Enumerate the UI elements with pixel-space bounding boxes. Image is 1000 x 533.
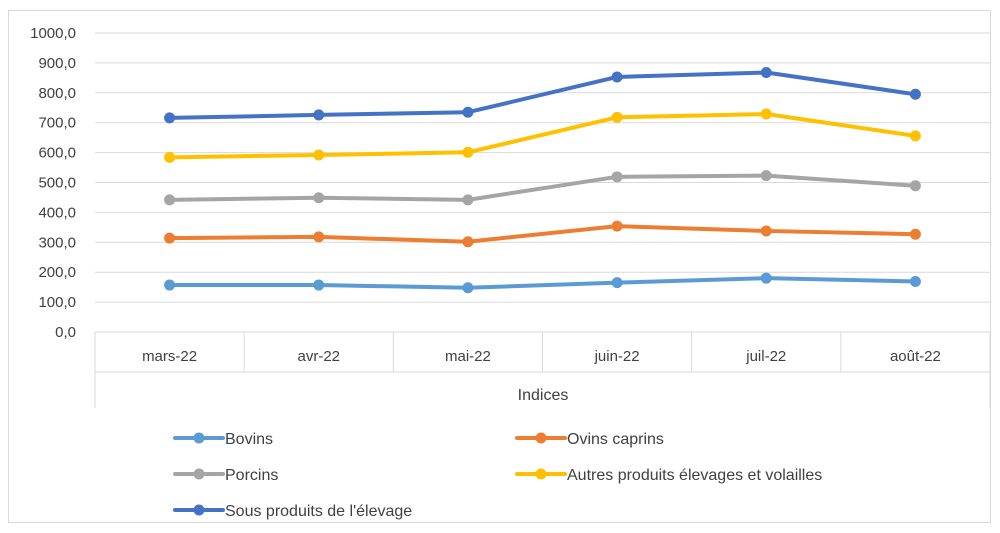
series-1 <box>164 220 921 248</box>
y-tick-label: 100,0 <box>38 294 76 311</box>
data-point <box>164 112 176 124</box>
series-line <box>167 173 918 202</box>
data-point <box>164 232 176 244</box>
legend-label: Porcins <box>225 467 278 484</box>
y-axis: 0,0 100,0 200,0 300,0 400,0 500,0 600,0 700,0 80… <box>30 25 76 341</box>
data-point <box>909 180 921 192</box>
data-point <box>611 277 623 289</box>
series-2 <box>164 170 921 206</box>
x-tick-label: juin-22 <box>594 348 640 365</box>
data-point <box>313 109 325 121</box>
legend-item: Ovins caprins <box>515 431 664 448</box>
x-axis-title: Indices <box>518 387 569 404</box>
data-point <box>611 71 623 83</box>
y-tick-label: 900,0 <box>38 55 76 72</box>
y-tick-label: 600,0 <box>38 145 76 162</box>
y-tick-label: 800,0 <box>38 85 76 102</box>
data-point <box>909 130 921 142</box>
x-tick-label: mai-22 <box>445 348 491 365</box>
y-tick-label: 700,0 <box>38 115 76 132</box>
series-4 <box>164 66 921 124</box>
y-tick-label: 400,0 <box>38 204 76 221</box>
data-point <box>760 225 772 237</box>
legend-item: Autres produits élevages et volailles <box>515 467 822 484</box>
data-point <box>313 192 325 204</box>
y-tick-label: 0,0 <box>55 324 76 341</box>
data-point <box>760 66 772 78</box>
legend-marker <box>535 432 547 444</box>
data-point <box>313 149 325 161</box>
data-point <box>909 228 921 240</box>
legend-marker <box>193 468 205 480</box>
legend-label: Autres produits élevages et volailles <box>567 467 822 484</box>
data-point <box>164 194 176 206</box>
x-tick-label: août-22 <box>890 348 941 365</box>
series-lines <box>164 66 921 294</box>
legend-item: Porcins <box>173 467 278 484</box>
series-line <box>167 224 918 244</box>
x-tick-label: juil-22 <box>745 348 786 365</box>
data-point <box>611 111 623 123</box>
series-line <box>167 112 918 160</box>
y-tick-label: 200,0 <box>38 264 76 281</box>
data-point <box>164 151 176 163</box>
data-point <box>760 170 772 182</box>
legend-item: Bovins <box>173 431 273 448</box>
series-3 <box>164 108 921 163</box>
series-line <box>167 70 918 120</box>
y-tick-label: 1000,0 <box>30 25 76 42</box>
legend-marker <box>193 432 205 444</box>
data-point <box>313 279 325 291</box>
data-point <box>760 272 772 284</box>
data-point <box>909 88 921 100</box>
data-point <box>611 220 623 232</box>
legend-item: Sous produits de l'élevage <box>173 503 412 520</box>
data-point <box>462 194 474 206</box>
data-point <box>313 231 325 243</box>
series-line <box>167 276 918 290</box>
series-0 <box>164 272 921 294</box>
data-point <box>462 106 474 118</box>
x-tick-label: avr-22 <box>297 348 340 365</box>
y-tick-label: 300,0 <box>38 234 76 251</box>
legend-label: Sous produits de l'élevage <box>225 503 412 520</box>
chart-area <box>8 10 991 523</box>
legend-label: Ovins caprins <box>567 431 664 448</box>
x-tick-label: mars-22 <box>142 348 197 365</box>
legend-marker <box>193 504 205 516</box>
data-point <box>760 108 772 120</box>
x-axis: mars-22 avr-22 mai-22 juin-22 juil-22 août-22 <box>94 332 991 408</box>
data-point <box>462 282 474 294</box>
legend-marker <box>535 468 547 480</box>
y-tick-label: 500,0 <box>38 175 76 192</box>
data-point <box>462 236 474 248</box>
data-point <box>909 275 921 287</box>
data-point <box>462 146 474 158</box>
data-point <box>611 171 623 183</box>
legend: Bovins Ovins caprins Porcins Autres produit… <box>173 431 822 520</box>
legend-label: Bovins <box>225 431 273 448</box>
data-point <box>164 279 176 291</box>
